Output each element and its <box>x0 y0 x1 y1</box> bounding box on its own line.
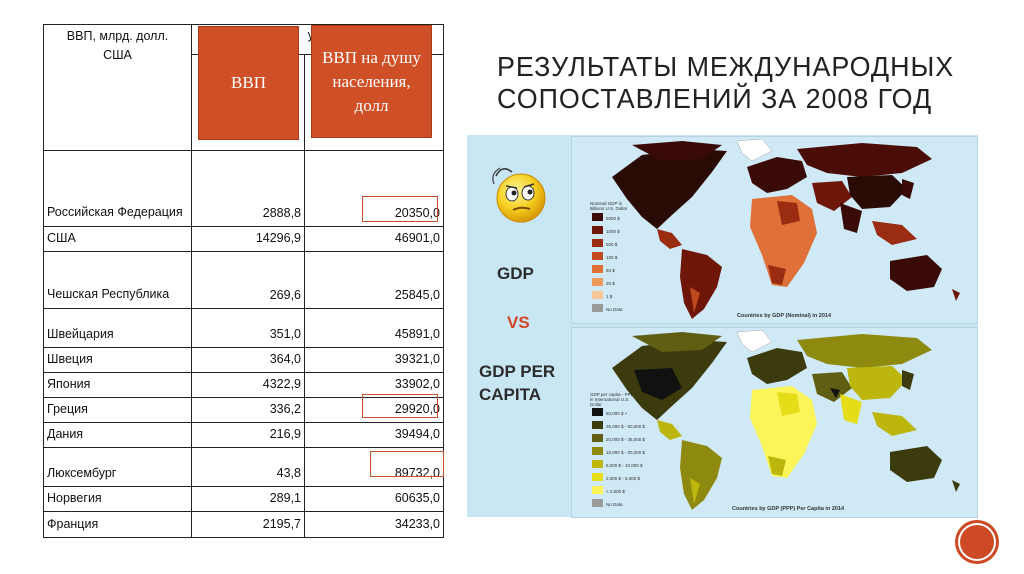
bottom-legend-swatch <box>592 486 603 494</box>
table-row: Швеция 364,0 39321,0 <box>43 347 445 373</box>
top-legend-title: Nominal GDP in Billions U.S. Dollar <box>590 201 628 211</box>
label-gdp: GDP <box>497 264 534 283</box>
bottom-map-caption: Countries by GDP (PPP) Per Capita in 201… <box>732 506 845 512</box>
world-map-gdp-image <box>612 138 960 319</box>
bottom-legend-swatch <box>592 499 603 507</box>
top-legend-label: 20 $ <box>606 281 615 286</box>
bottom-legend-label: No Data <box>606 502 623 507</box>
label-gdp-per-capita: GDP PER CAPITA <box>479 360 555 406</box>
bottom-legend-label: < 2,000 $ <box>606 489 625 494</box>
table-row: Норвегия 289,1 60635,0 <box>43 486 445 512</box>
gdp-cell: 364,0 <box>191 347 305 373</box>
gdp-cell: 336,2 <box>191 397 305 423</box>
header-unit-cell: ВВП, млрд. долл. США <box>43 24 192 151</box>
country-cell: Российская Федерация <box>43 150 192 227</box>
top-legend-label: 1000 $ <box>606 229 620 234</box>
per-capita-cell: 34233,0 <box>303 511 445 538</box>
per-capita-cell: 33902,0 <box>303 372 445 398</box>
top-legend-label: 1 $ <box>606 294 613 299</box>
top-map-caption: Countries by GDP (Nominal) in 2014 <box>737 313 832 319</box>
bottom-legend-swatch <box>592 434 603 442</box>
gdp-cell: 2195,7 <box>191 511 305 538</box>
table-row: Греция 336,2 29920,0 <box>43 397 445 423</box>
thinking-face-icon <box>492 167 546 223</box>
world-map-per-capita-image <box>612 329 960 510</box>
per-capita-cell: 45891,0 <box>303 308 445 348</box>
top-legend-swatch <box>592 265 603 273</box>
bottom-legend-swatch <box>592 408 603 416</box>
gdp-cell: 14296,9 <box>191 226 305 252</box>
table-row: Дания 216,9 39494,0 <box>43 422 445 448</box>
bottom-legend-swatch <box>592 421 603 429</box>
per-capita-cell: 39321,0 <box>303 347 445 373</box>
overlay-gdp-text: ВВП <box>231 73 266 92</box>
top-legend-label: 100 $ <box>606 255 618 260</box>
per-capita-cell: 39494,0 <box>303 422 445 448</box>
country-cell: Швеция <box>43 347 192 373</box>
gdp-cell: 289,1 <box>191 486 305 512</box>
highlight-luxembourg <box>370 451 444 477</box>
header-unit-text: ВВП, млрд. долл. США <box>66 29 169 62</box>
gdp-cell: 269,6 <box>191 251 305 309</box>
bottom-legend-label: 50,000 $ + <box>606 411 628 416</box>
top-legend-label: No Data <box>606 307 623 312</box>
label-vs: VS <box>507 313 530 332</box>
top-legend-swatch <box>592 239 603 247</box>
country-cell: Швейцария <box>43 308 192 348</box>
top-legend-swatch <box>592 252 603 260</box>
table-row: Люксембург 43,8 89732,0 <box>43 447 445 487</box>
top-legend-swatch <box>592 304 603 312</box>
bottom-legend-title: GDP per capita - PPP in International U.… <box>590 392 634 407</box>
top-legend-label: 50 $ <box>606 268 615 273</box>
per-capita-cell: 46901,0 <box>303 226 445 252</box>
country-cell: Норвегия <box>43 486 192 512</box>
top-legend-swatch <box>592 213 603 221</box>
table-row: Чешская Республика 269,6 25845,0 <box>43 251 445 309</box>
per-capita-cell: 20350,0 <box>303 150 445 227</box>
overlay-gdp-box: ВВП <box>198 26 299 140</box>
highlight-russia <box>362 196 438 222</box>
overlay-per-capita-text: ВВП на душу населения, долл <box>322 47 421 115</box>
next-slide-button[interactable] <box>958 523 996 561</box>
bottom-legend-label: 10,000 $ - 20,000 $ <box>606 450 646 455</box>
bottom-legend-label: 20,000 $ - 35,000 $ <box>606 437 646 442</box>
bottom-legend-label: 5,000 $ - 10,000 $ <box>606 463 643 468</box>
bottom-legend-swatch <box>592 447 603 455</box>
country-cell: Франция <box>43 511 192 538</box>
top-legend-swatch <box>592 226 603 234</box>
map-gdp-per-capita: Countries by GDP (PPP) Per Capita in 201… <box>571 327 978 518</box>
bottom-legend-label: 35,000 $ - 50,000 $ <box>606 424 646 429</box>
bottom-legend-label: 2,000 $ - 5,000 $ <box>606 476 641 481</box>
top-legend-label: 500 $ <box>606 242 618 247</box>
country-cell: Греция <box>43 397 192 423</box>
country-cell: США <box>43 226 192 252</box>
per-capita-cell: 25845,0 <box>303 251 445 309</box>
table-row: Франция 2195,7 34233,0 <box>43 511 445 538</box>
table-row: США 14296,9 46901,0 <box>43 226 445 252</box>
top-legend-swatch <box>592 291 603 299</box>
gdp-cell: 216,9 <box>191 422 305 448</box>
gdp-cell: 4322,9 <box>191 372 305 398</box>
bottom-legend-swatch <box>592 460 603 468</box>
top-legend-label: 5000 $ <box>606 216 620 221</box>
gdp-cell: 43,8 <box>191 447 305 487</box>
top-legend-swatch <box>592 278 603 286</box>
slide-title: РЕЗУЛЬТАТЫ МЕЖДУНАРОДНЫХ СОПОСТАВЛЕНИЙ З… <box>497 51 955 114</box>
label-gdp-per-capita-line2: CAPITA <box>479 385 542 404</box>
label-gdp-per-capita-line1: GDP PER <box>479 362 556 381</box>
map-gdp-nominal: Countries by GDP (Nominal) in 2014 Nomin… <box>571 136 978 324</box>
country-cell: Япония <box>43 372 192 398</box>
table-row: Российская Федерация 2888,8 20350,0 <box>43 150 445 227</box>
per-capita-cell: 60635,0 <box>303 486 445 512</box>
table-row: Швейцария 351,0 45891,0 <box>43 308 445 348</box>
overlay-per-capita-box: ВВП на душу населения, долл <box>311 25 432 138</box>
country-cell: Чешская Республика <box>43 251 192 309</box>
bottom-legend-swatch <box>592 473 603 481</box>
highlight-greece <box>362 394 438 418</box>
gdp-cell: 2888,8 <box>191 150 305 227</box>
gdp-cell: 351,0 <box>191 308 305 348</box>
country-cell: Люксембург <box>43 447 192 487</box>
country-cell: Дания <box>43 422 192 448</box>
